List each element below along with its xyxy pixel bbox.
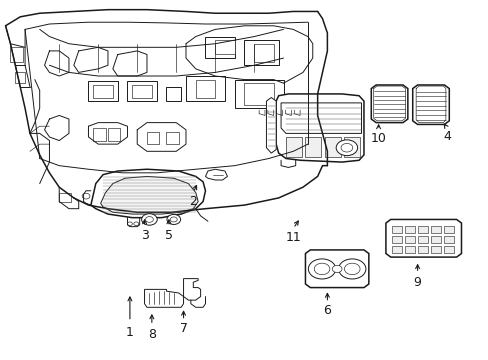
Polygon shape: [385, 220, 461, 257]
Bar: [195, 80, 215, 98]
Circle shape: [170, 217, 177, 222]
Polygon shape: [305, 250, 368, 288]
Circle shape: [142, 214, 157, 225]
Bar: [444, 246, 453, 253]
Bar: [444, 226, 453, 233]
Bar: [234, 80, 283, 108]
Polygon shape: [205, 169, 227, 180]
Circle shape: [335, 140, 357, 156]
Polygon shape: [101, 176, 198, 214]
Bar: [88, 81, 118, 101]
Circle shape: [340, 143, 352, 152]
Circle shape: [82, 193, 90, 199]
Polygon shape: [91, 169, 205, 218]
Bar: [444, 236, 453, 243]
Bar: [59, 193, 71, 202]
Bar: [325, 137, 340, 157]
Bar: [166, 87, 181, 101]
Bar: [404, 226, 414, 233]
Bar: [244, 40, 278, 65]
Circle shape: [127, 222, 132, 226]
Text: 11: 11: [285, 231, 301, 244]
Circle shape: [308, 259, 335, 279]
Text: 5: 5: [164, 229, 173, 242]
Bar: [166, 132, 178, 144]
Polygon shape: [266, 98, 276, 153]
Polygon shape: [183, 279, 200, 300]
Bar: [127, 81, 157, 101]
Polygon shape: [370, 85, 407, 123]
Bar: [430, 226, 440, 233]
Bar: [404, 236, 414, 243]
Bar: [185, 76, 224, 101]
Circle shape: [166, 215, 180, 225]
Polygon shape: [281, 103, 361, 134]
Bar: [391, 236, 401, 243]
Bar: [244, 83, 273, 105]
Bar: [215, 40, 234, 54]
Bar: [10, 47, 22, 62]
Bar: [285, 137, 301, 157]
Bar: [430, 246, 440, 253]
Circle shape: [145, 217, 153, 222]
Bar: [93, 128, 105, 140]
Polygon shape: [412, 85, 448, 125]
Text: 3: 3: [141, 229, 148, 242]
Circle shape: [338, 259, 365, 279]
Text: 8: 8: [147, 328, 156, 341]
Text: 9: 9: [413, 276, 421, 289]
Circle shape: [314, 263, 329, 275]
Bar: [417, 246, 427, 253]
Bar: [305, 137, 321, 157]
Bar: [15, 72, 25, 83]
Text: 10: 10: [370, 132, 386, 145]
Bar: [254, 44, 273, 62]
Bar: [132, 85, 152, 98]
Bar: [417, 236, 427, 243]
Polygon shape: [276, 94, 363, 162]
Bar: [205, 37, 234, 58]
Bar: [404, 246, 414, 253]
Text: 6: 6: [323, 305, 331, 318]
Bar: [93, 85, 113, 98]
Text: 4: 4: [442, 130, 450, 144]
Circle shape: [134, 222, 139, 226]
Bar: [417, 226, 427, 233]
Text: 7: 7: [179, 322, 187, 335]
Bar: [391, 246, 401, 253]
Text: 1: 1: [126, 326, 134, 339]
Circle shape: [331, 265, 341, 273]
Bar: [430, 236, 440, 243]
Bar: [344, 137, 359, 157]
Bar: [147, 132, 159, 144]
Circle shape: [344, 263, 359, 275]
Text: 2: 2: [189, 195, 197, 208]
Polygon shape: [144, 289, 183, 307]
Bar: [108, 128, 120, 140]
Bar: [391, 226, 401, 233]
